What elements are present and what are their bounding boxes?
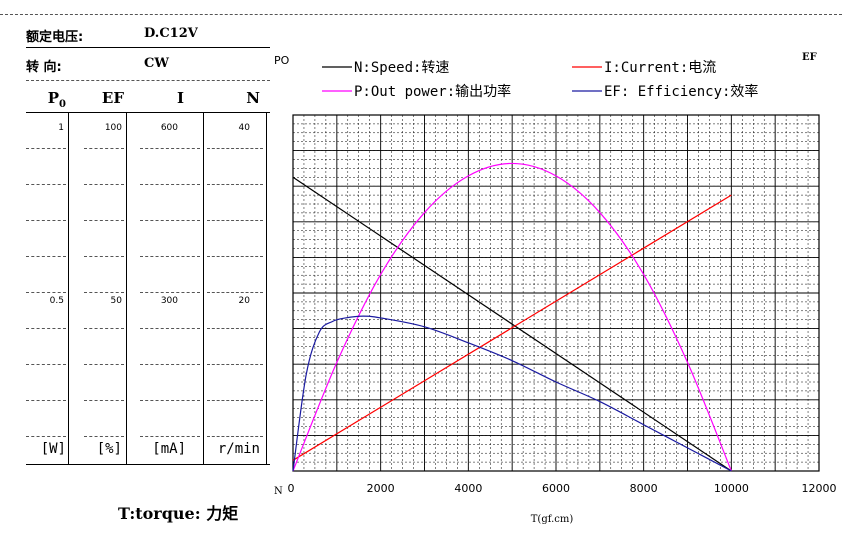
spec-divider-1 (26, 47, 270, 48)
table-row-divider (26, 184, 66, 185)
direction-row: 转 向: CW (26, 56, 266, 75)
table-col-divider (266, 112, 267, 464)
n-unit: r/min (217, 441, 260, 457)
ef-top-value: 100 (104, 123, 122, 133)
table-row-divider (26, 220, 66, 221)
table-row-divider (26, 328, 66, 329)
po-top-value: 1 (58, 123, 64, 133)
table-row-divider (140, 400, 200, 401)
table-col-divider (203, 112, 204, 464)
series-line-power (292, 162, 732, 472)
spec-divider-2 (26, 80, 270, 81)
table-row-divider (207, 220, 263, 221)
table-row-divider (26, 400, 66, 401)
table-row-divider (207, 328, 263, 329)
table-row-divider (84, 364, 124, 365)
chart-series (292, 162, 732, 472)
x-tick-label: 0 (288, 482, 295, 495)
table-row-divider (207, 292, 263, 293)
table-row-divider (140, 436, 200, 437)
table-row-divider (84, 292, 124, 293)
col-head-po: P0 (47, 89, 66, 110)
left-axis-label: PO (274, 54, 290, 67)
rated-voltage-label: 额定电压: (26, 30, 84, 45)
table-bottom-rule (26, 464, 270, 465)
table-row-divider (140, 220, 200, 221)
i-top-value: 600 (160, 123, 178, 133)
i-unit: [mA] (152, 441, 186, 457)
table-row-divider (207, 436, 263, 437)
legend-label-efficiency: EF: Efficiency:效率 (604, 83, 758, 100)
table-row-divider (84, 148, 124, 149)
x-axis-ticks: 0 2000 4000 6000 8000 10000 12000 (288, 482, 837, 495)
series-line-speed (292, 176, 732, 472)
table-row-divider (140, 148, 200, 149)
table-row-divider (140, 292, 200, 293)
col-head-ef: EF (101, 89, 124, 107)
ef-mid-value: 50 (110, 296, 122, 306)
legend-label-power: P:Out power:输出功率 (354, 83, 511, 100)
rated-voltage-value: D.C12V (144, 26, 198, 41)
table-col-divider (126, 112, 127, 464)
table-col-divider (68, 112, 69, 464)
torque-note: T:torque: 力矩 (118, 504, 239, 523)
table-row-divider (207, 148, 263, 149)
top-divider (0, 14, 842, 15)
x-tick-label: 10000 (714, 482, 749, 495)
plot-frame (292, 114, 820, 472)
series-line-current (292, 194, 732, 461)
right-axis-label: EF (802, 52, 817, 63)
table-row-divider (26, 256, 66, 257)
table-row-divider (84, 256, 124, 257)
chart-grid (292, 114, 820, 472)
x-tick-label: 2000 (367, 482, 395, 495)
table-row-divider (84, 400, 124, 401)
n-mid-value: 20 (238, 296, 250, 306)
table-row-divider (207, 364, 263, 365)
series-line-efficiency (292, 315, 732, 472)
table-row-divider (140, 328, 200, 329)
x-tick-label: 6000 (542, 482, 570, 495)
po-unit: [W] (40, 441, 66, 457)
table-row-divider (140, 364, 200, 365)
table-header-rule (26, 112, 270, 113)
x-tick-label: 8000 (630, 482, 658, 495)
table-row-divider (26, 436, 66, 437)
col-head-n: N (246, 89, 260, 107)
x-axis-label: T(gf.cm) (531, 514, 574, 525)
col-head-i: I (176, 89, 184, 107)
table-row-divider (26, 148, 66, 149)
table-row-divider (207, 256, 263, 257)
table-row-divider (207, 184, 263, 185)
table-row-divider (26, 364, 66, 365)
legend-label-speed: N:Speed:转速 (354, 60, 449, 76)
ef-unit: [%] (96, 441, 122, 457)
rated-voltage-row: 额定电压: D.C12V (26, 26, 266, 45)
chart-legend: N:Speed:转速 I:Current:电流 P:Out power:输出功率 EF… (322, 60, 758, 100)
x-tick-label: 4000 (454, 482, 482, 495)
bottom-left-label: N (274, 486, 283, 497)
table-row-divider (84, 220, 124, 221)
table-row-divider (26, 292, 66, 293)
legend-label-current: I:Current:电流 (604, 60, 716, 76)
table-row-divider (140, 256, 200, 257)
table-row-divider (207, 400, 263, 401)
direction-label: 转 向: (26, 60, 62, 75)
po-mid-value: 0.5 (49, 296, 64, 306)
table-row-divider (84, 184, 124, 185)
table-row-divider (84, 328, 124, 329)
performance-chart: N:Speed:转速 I:Current:电流 P:Out power:输出功率 EF… (274, 52, 837, 525)
i-mid-value: 300 (160, 296, 178, 306)
direction-value: CW (144, 56, 169, 71)
table-row-divider (140, 184, 200, 185)
x-tick-label: 12000 (802, 482, 837, 495)
n-top-value: 40 (238, 123, 250, 133)
table-row-divider (84, 436, 124, 437)
